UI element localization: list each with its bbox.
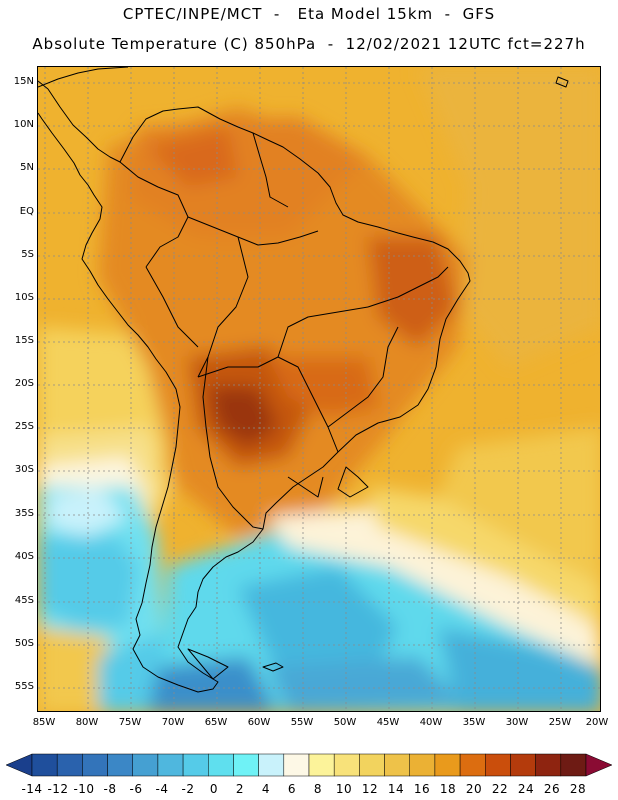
colorbar-swatch <box>535 753 562 777</box>
graticule <box>38 67 600 711</box>
coastlines <box>38 67 569 693</box>
lat-label: 40S <box>14 551 34 562</box>
lat-label: 35S <box>14 508 34 519</box>
lon-label: 50W <box>333 717 357 728</box>
colorbar-swatch <box>258 753 285 777</box>
colorbar-swatch <box>283 753 310 777</box>
map-canvas <box>38 67 600 711</box>
colorbar-tick-label: 0 <box>209 782 219 796</box>
lat-label: 45S <box>14 595 34 606</box>
lon-label: 85W <box>32 717 56 728</box>
colorbar-swatch <box>485 753 511 777</box>
colorbar-swatch <box>359 753 385 777</box>
colorbar-swatch <box>409 753 436 777</box>
colorbar-swatch <box>107 753 133 777</box>
lat-label: 15N <box>13 76 34 87</box>
colorbar-swatch <box>132 753 159 777</box>
colorbar-tick-label: 26 <box>543 782 561 796</box>
colorbar-swatch <box>208 753 234 777</box>
lat-label: EQ <box>19 206 34 217</box>
colorbar <box>5 753 613 777</box>
colorbar-tick-label: 4 <box>261 782 271 796</box>
colorbar-swatch <box>157 753 184 777</box>
lat-label: 10N <box>13 119 34 130</box>
lon-label: 55W <box>290 717 314 728</box>
colorbar-tick-label: -10 <box>73 782 95 796</box>
lon-label: 20W <box>585 717 609 728</box>
colorbar-tick-label: -12 <box>47 782 69 796</box>
colorbar-arrow-low <box>5 753 33 777</box>
colorbar-tick-label: 20 <box>465 782 483 796</box>
lat-label: 20S <box>14 378 34 389</box>
lat-label: 15S <box>14 335 34 346</box>
colorbar-tick-label: 6 <box>287 782 297 796</box>
lat-label: 25S <box>14 421 34 432</box>
lon-label: 75W <box>118 717 142 728</box>
colorbar-tick-label: -6 <box>129 782 143 796</box>
lat-label: 5N <box>20 162 34 173</box>
lon-label: 45W <box>376 717 400 728</box>
lat-label: 5S <box>21 249 34 260</box>
colorbar-swatch <box>308 753 335 777</box>
colorbar-swatch <box>384 753 410 777</box>
lon-label: 65W <box>204 717 228 728</box>
temperature-map <box>37 66 601 712</box>
lon-label: 30W <box>505 717 529 728</box>
lon-label: 25W <box>548 717 572 728</box>
colorbar-tick-label: 22 <box>491 782 509 796</box>
lon-label: 40W <box>419 717 443 728</box>
colorbar-swatch <box>182 753 209 777</box>
lon-label: 70W <box>161 717 185 728</box>
map-title: CPTEC/INPE/MCT - Eta Model 15km - GFS <box>122 5 496 23</box>
lon-label: 60W <box>247 717 271 728</box>
colorbar-tick-label: 12 <box>361 782 379 796</box>
colorbar-tick-label: 14 <box>387 782 405 796</box>
lon-label: 35W <box>462 717 486 728</box>
colorbar-swatch <box>82 753 108 777</box>
colorbar-tick-label: 24 <box>517 782 535 796</box>
colorbar-tick-label: -8 <box>103 782 117 796</box>
colorbar-swatch <box>56 753 83 777</box>
colorbar-tick-label: -2 <box>181 782 195 796</box>
colorbar-tick-label: 18 <box>439 782 457 796</box>
colorbar-tick-label: 16 <box>413 782 431 796</box>
colorbar-tick-label: -4 <box>155 782 169 796</box>
colorbar-tick-label: 10 <box>335 782 353 796</box>
colorbar-tick-label: 2 <box>235 782 245 796</box>
temperature-shading <box>38 67 600 711</box>
colorbar-arrow-high <box>585 753 613 777</box>
colorbar-swatch <box>434 753 461 777</box>
lat-label: 10S <box>14 292 34 303</box>
map-subtitle: Absolute Temperature (C) 850hPa - 12/02/… <box>32 35 586 53</box>
colorbar-swatch <box>560 753 587 777</box>
colorbar-swatch <box>333 753 360 777</box>
colorbar-swatch <box>31 753 58 777</box>
colorbar-swatch <box>510 753 536 777</box>
lat-label: 50S <box>14 638 34 649</box>
lon-label: 80W <box>75 717 99 728</box>
colorbar-swatch <box>459 753 486 777</box>
colorbar-tick-label: 8 <box>313 782 323 796</box>
lat-label: 30S <box>14 464 34 475</box>
colorbar-tick-label: -14 <box>21 782 43 796</box>
colorbar-tick-label: 28 <box>569 782 587 796</box>
lat-label: 55S <box>14 681 34 692</box>
colorbar-swatch <box>233 753 259 777</box>
